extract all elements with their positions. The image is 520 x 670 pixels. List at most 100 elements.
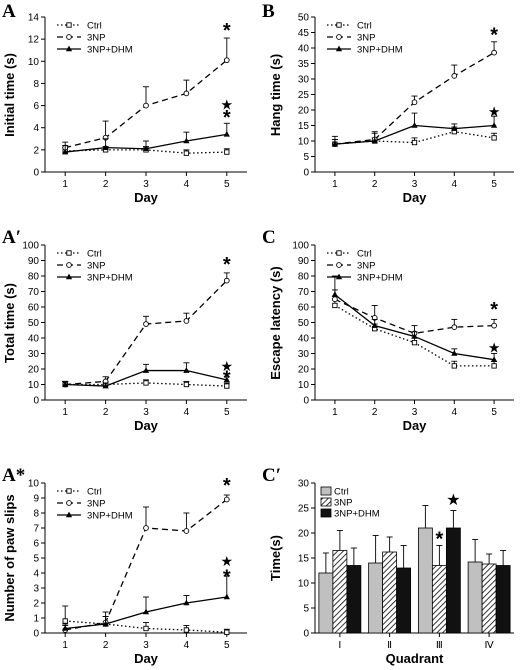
legend-entry: 3NP+DHM: [57, 511, 133, 522]
data-point: [183, 528, 190, 534]
legend-entry: Ctrl: [57, 487, 102, 498]
legend-label: Ctrl: [357, 249, 372, 260]
legend-label: 3NP+DHM: [357, 45, 403, 56]
series-line: [334, 298, 495, 335]
legend-label: 3NP: [87, 261, 105, 272]
panel-letter: A: [2, 1, 16, 22]
x-tick-label: Ⅰ: [338, 640, 341, 651]
y-tick-label: 40: [298, 334, 310, 345]
significance-asterisk: *: [223, 567, 231, 589]
data-point: [62, 148, 69, 155]
significance-star: ★: [221, 96, 234, 112]
significance-asterisk: *: [490, 25, 498, 47]
y-tick-label: 70: [28, 287, 40, 298]
series-solid: [331, 275, 498, 362]
x-tick-label: 1: [332, 407, 338, 418]
y-tick-label: 4: [33, 569, 39, 580]
data-point: [451, 363, 457, 369]
legend-entry: Ctrl: [327, 249, 372, 260]
x-tick-label: 5: [224, 640, 230, 651]
significance-asterisk: *: [223, 475, 231, 497]
data-point: [223, 57, 230, 64]
bar: [382, 551, 398, 634]
series-solid: [62, 122, 230, 155]
data-point: [451, 350, 458, 356]
series-solid: [62, 362, 230, 389]
legend-label: 3NP: [87, 499, 105, 510]
x-axis-title: Day: [403, 190, 428, 205]
data-point: [183, 599, 190, 606]
y-tick-label: 30: [298, 75, 310, 86]
legend-swatch: [320, 486, 332, 496]
bar: [368, 562, 384, 634]
y-tick-label: 10: [28, 479, 40, 490]
x-tick-label: Ⅳ: [485, 640, 495, 651]
data-point: [411, 333, 418, 339]
x-tick-label: 4: [184, 179, 190, 190]
bar: [346, 565, 362, 634]
legend-marker: [66, 262, 72, 268]
data-point: [331, 140, 339, 147]
data-point: [142, 608, 150, 615]
legend-entry: 3NP: [320, 498, 352, 509]
x-tick-label: Ⅲ: [436, 640, 443, 651]
data-point: [411, 139, 418, 146]
series-dashed: [331, 41, 498, 147]
legend-marker: [66, 22, 72, 28]
bar: [445, 527, 461, 634]
x-tick-label: 2: [103, 640, 109, 651]
y-axis-title: Escape latency (s): [268, 266, 283, 379]
data-point: [183, 90, 190, 97]
data-point: [491, 322, 497, 329]
y-tick-label: 40: [28, 334, 40, 345]
series-dotted: [331, 295, 498, 369]
data-point: [62, 625, 69, 631]
y-tick-label: 2: [33, 599, 39, 610]
legend-label: 3NP: [357, 33, 375, 44]
y-tick-label: 80: [28, 272, 40, 283]
legend-entry: 3NP: [327, 261, 375, 272]
y-tick-label: 8: [33, 509, 39, 520]
data-point: [183, 367, 190, 373]
x-tick-label: 1: [62, 640, 68, 651]
series-dashed: [331, 289, 498, 337]
y-tick-label: 0: [33, 396, 39, 407]
chart-panel-3: 0 10 20 30 40 50 60 70 80 90 100 C Escape latency (s…: [262, 227, 514, 433]
y-tick-label: 10: [298, 579, 310, 590]
y-axis-title: Initial time (s): [2, 53, 17, 137]
legend-swatch: [320, 508, 332, 518]
data-point: [223, 593, 230, 600]
data-point: [451, 73, 458, 79]
y-tick-label: 15: [298, 121, 310, 132]
data-point: [371, 137, 378, 144]
significance-star: ★: [221, 358, 234, 374]
legend-label: 3NP: [87, 33, 105, 44]
x-axis-title: Day: [403, 418, 428, 433]
legend-entry: Ctrl: [327, 21, 372, 32]
x-tick-label: 2: [372, 407, 378, 418]
legend-label: 3NP+DHM: [87, 45, 133, 56]
x-tick-label: 3: [143, 407, 149, 418]
bar: [417, 527, 433, 634]
x-tick-label: 5: [224, 407, 230, 418]
legend-marker: [336, 262, 342, 268]
legend-label: Ctrl: [87, 21, 102, 32]
legend-marker: [335, 45, 343, 52]
y-tick-label: 5: [303, 604, 309, 615]
y-tick-label: 5: [303, 152, 309, 163]
series-dotted: [62, 379, 230, 389]
significance-asterisk: *: [223, 107, 231, 129]
legend-marker: [66, 34, 72, 40]
x-tick-label: 2: [372, 179, 378, 190]
y-tick-label: 50: [298, 318, 310, 329]
data-point: [491, 135, 497, 141]
x-tick-label: 1: [62, 407, 68, 418]
legend-entry: 3NP+DHM: [57, 273, 133, 284]
data-point: [451, 324, 458, 331]
data-point: [491, 363, 497, 369]
series-dashed: [62, 494, 230, 633]
significance-asterisk: *: [223, 367, 231, 389]
